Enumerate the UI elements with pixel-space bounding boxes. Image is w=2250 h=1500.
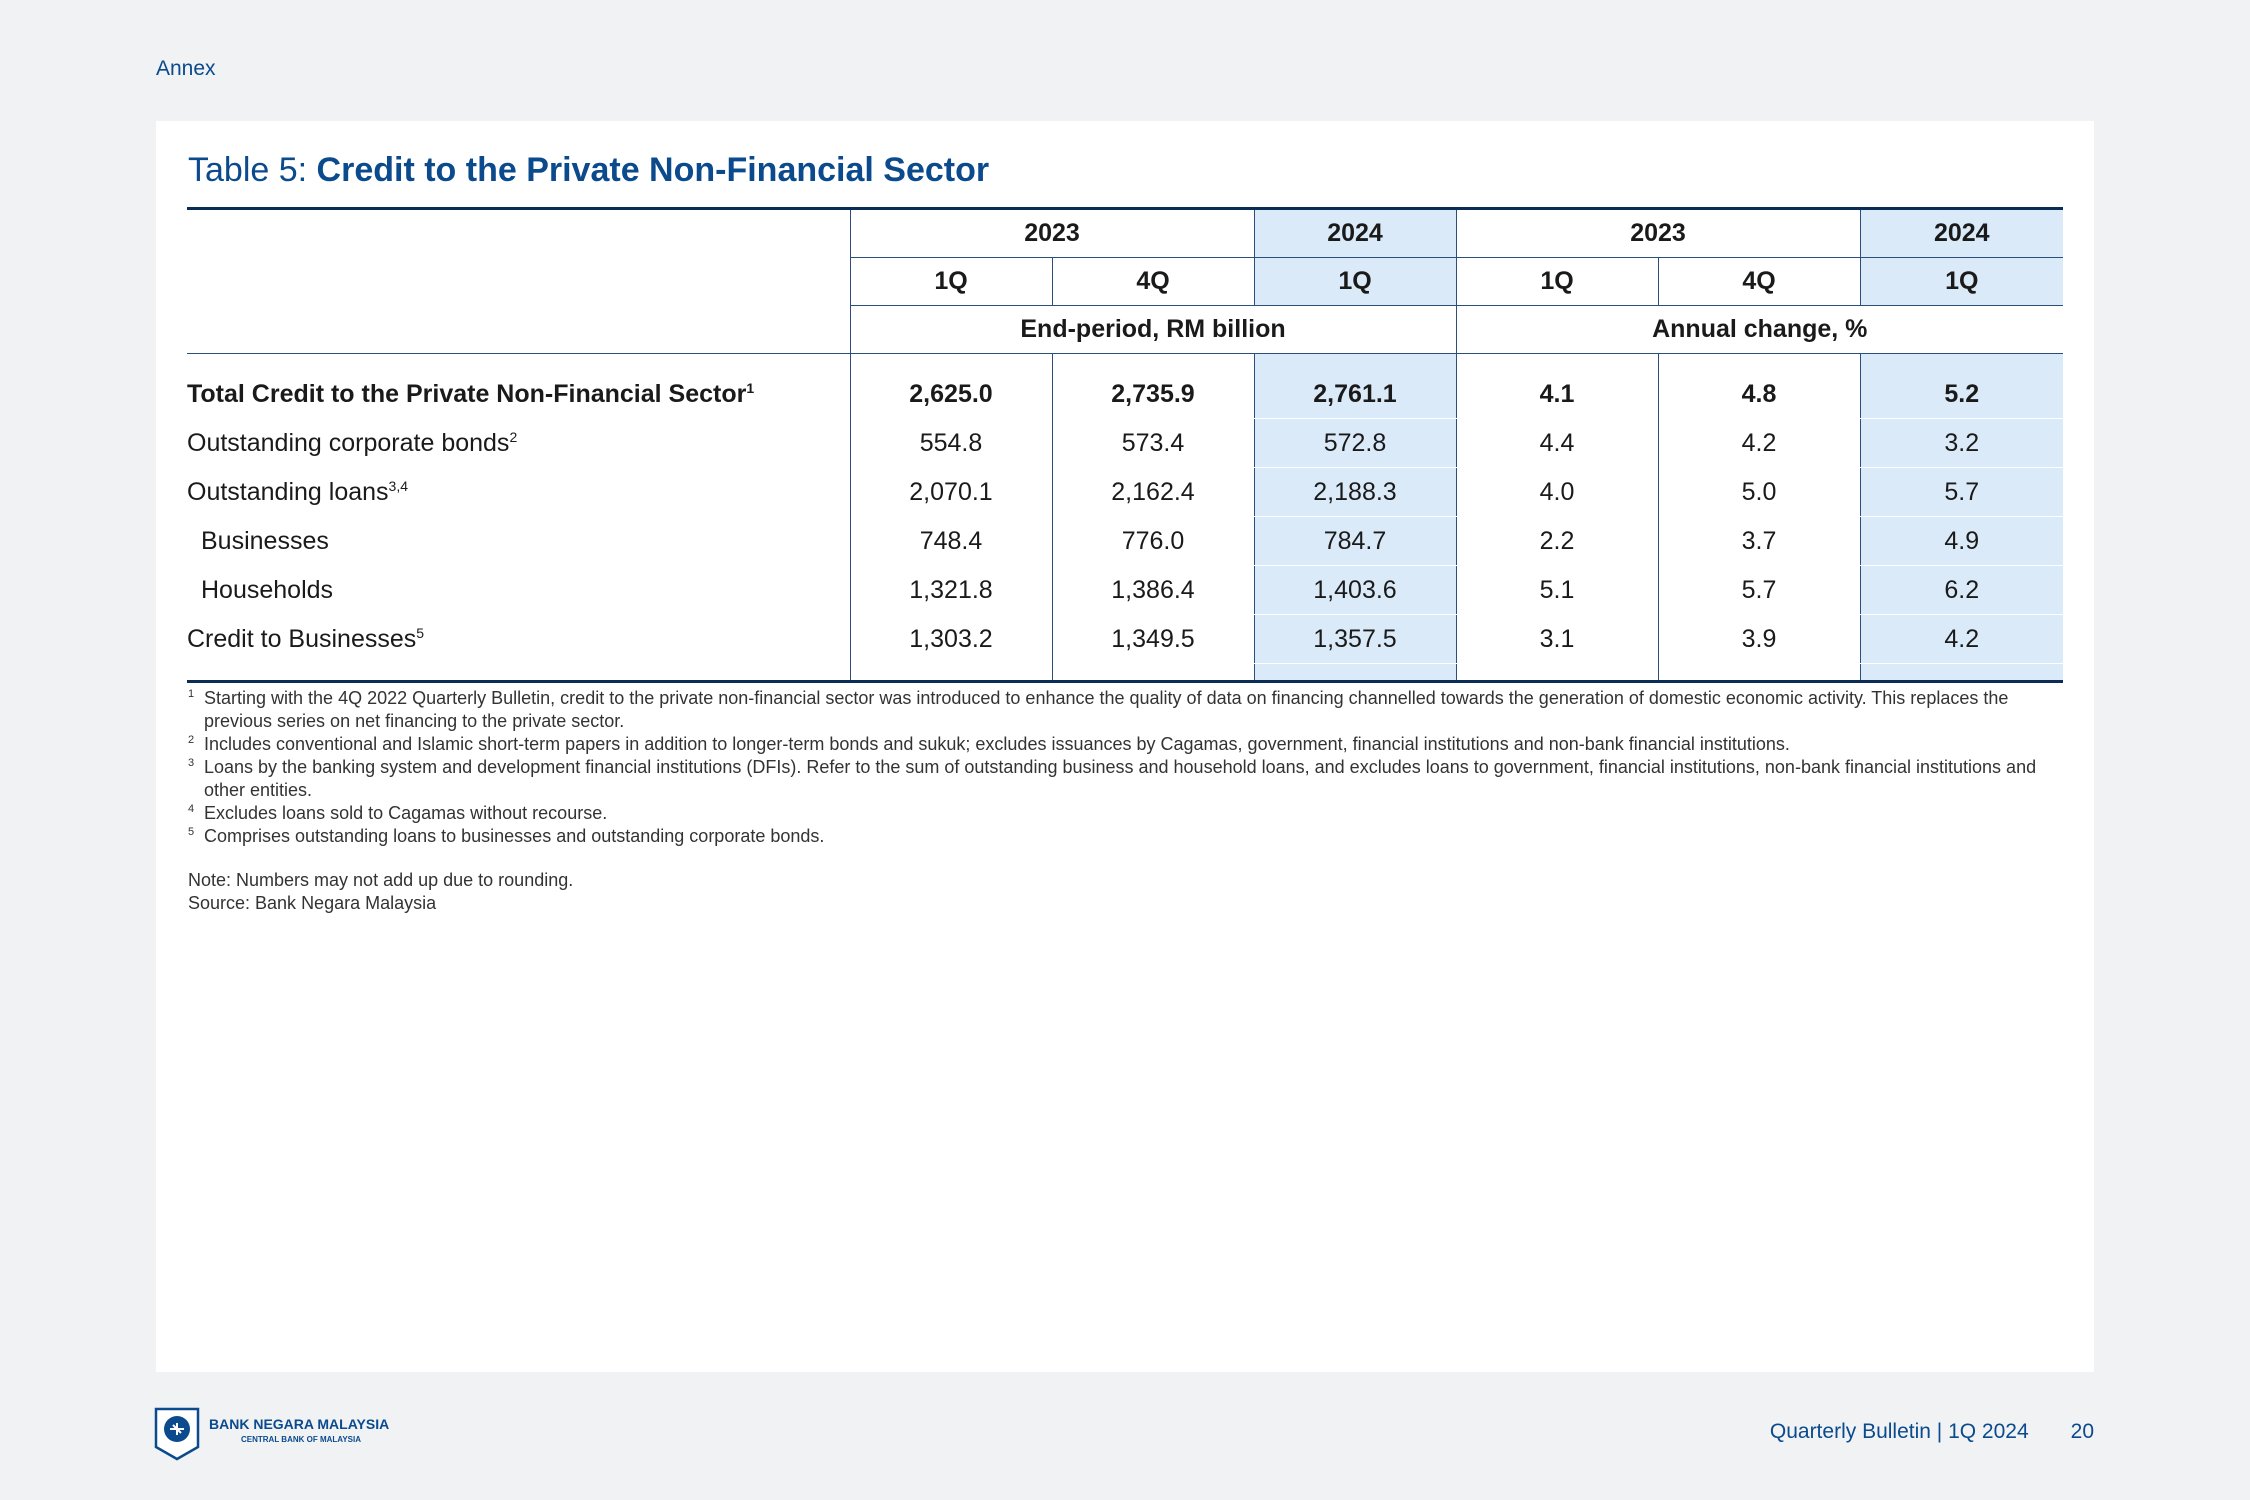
- table-row: Credit to Businesses5 1,303.2 1,349.5 1,…: [187, 614, 2063, 664]
- row-label: Households: [201, 575, 334, 604]
- table-row: Households 1,321.8 1,386.4 1,403.6 5.1 5…: [187, 565, 2063, 615]
- year-header: 2023: [849, 208, 1254, 258]
- cell: 4.1: [1455, 370, 1658, 419]
- stub-header: [187, 209, 850, 258]
- row-label: Outstanding loans3,4: [187, 477, 408, 506]
- footnote: 4 Excludes loans sold to Cagamas without …: [188, 803, 608, 823]
- year-header: 2023: [1455, 208, 1860, 258]
- cell: 4.2: [1657, 418, 1860, 468]
- page-footer: Quarterly Bulletin | 1Q 2024 20: [1770, 1420, 2094, 1444]
- cell: 3.9: [1657, 614, 1860, 664]
- quarter-header: 4Q: [1657, 257, 1860, 306]
- cell: 748.4: [849, 516, 1052, 566]
- cell: 1,349.5: [1051, 614, 1254, 664]
- cell: 554.8: [849, 418, 1052, 468]
- cell: 5.7: [1859, 467, 2063, 517]
- cell: 5.2: [1859, 370, 2063, 419]
- cell: 1,357.5: [1253, 614, 1456, 664]
- cell: 2,188.3: [1253, 467, 1456, 517]
- table-row: Outstanding corporate bonds2 554.8 573.4…: [187, 418, 2063, 468]
- year-header: 2024: [1859, 208, 2063, 258]
- row-label: Businesses: [201, 526, 329, 555]
- bnm-crest-icon: [154, 1407, 200, 1461]
- cell: 573.4: [1051, 418, 1254, 468]
- cell: 4.0: [1455, 467, 1658, 517]
- footnote: 5 Comprises outstanding loans to business…: [188, 826, 825, 846]
- row-label: Outstanding corporate bonds2: [187, 428, 518, 457]
- cell: 1,386.4: [1051, 565, 1254, 615]
- cell: 5.1: [1455, 565, 1658, 615]
- cell: 3.2: [1859, 418, 2063, 468]
- footnote: 1 Starting with the 4Q 2022 Quarterly Bul…: [188, 688, 2009, 731]
- cell: 3.7: [1657, 516, 1860, 566]
- cell: 2.2: [1455, 516, 1658, 566]
- logo-name: BANK NEGARA MALAYSIA: [209, 1416, 390, 1432]
- quarter-header: 1Q: [1253, 257, 1456, 306]
- cell: 2,735.9: [1051, 370, 1254, 419]
- quarter-header: 1Q: [1859, 257, 2063, 306]
- table-row: Businesses 748.4 776.0 784.7 2.2 3.7 4.9: [187, 516, 2063, 566]
- cell: 572.8: [1253, 418, 1456, 468]
- quarter-header: 4Q: [1051, 257, 1254, 306]
- quarter-header: 1Q: [1455, 257, 1658, 306]
- cell: 1,403.6: [1253, 565, 1456, 615]
- cell: 5.7: [1657, 565, 1860, 615]
- cell: 776.0: [1051, 516, 1254, 566]
- cell: 4.4: [1455, 418, 1658, 468]
- cell: 1,303.2: [849, 614, 1052, 664]
- page-number: 20: [2070, 1420, 2094, 1443]
- table-row: Outstanding loans3,4 2,070.1 2,162.4 2,1…: [187, 467, 2063, 517]
- table-row: Total Credit to the Private Non-Financia…: [187, 370, 2063, 419]
- cell: 4.2: [1859, 614, 2063, 664]
- cell: 2,761.1: [1253, 370, 1456, 419]
- unit-header: Annual change, %: [1455, 305, 2063, 354]
- cell: 784.7: [1253, 516, 1456, 566]
- cell: 4.9: [1859, 516, 2063, 566]
- table-panel: Table 5: Credit to the Private Non-Finan…: [156, 121, 2094, 1372]
- rounding-note: Note: Numbers may not add up due to roun…: [188, 870, 574, 890]
- source-note: Source: Bank Negara Malaysia: [188, 893, 437, 913]
- cell: 2,070.1: [849, 467, 1052, 517]
- year-header-row: 2023 2024 2023 2024: [187, 208, 2063, 258]
- footnote: 2 Includes conventional and Islamic short…: [188, 734, 1790, 754]
- table-title: Table 5: Credit to the Private Non-Finan…: [188, 151, 990, 189]
- publication-name: Quarterly Bulletin | 1Q 2024: [1769, 1420, 2029, 1443]
- cell: 5.0: [1657, 467, 1860, 517]
- row-label: Total Credit to the Private Non-Financia…: [187, 379, 755, 408]
- quarter-header: 1Q: [849, 257, 1052, 306]
- unit-header-row: End-period, RM billion Annual change, %: [187, 305, 2063, 354]
- section-label: Annex: [156, 57, 216, 80]
- quarter-header-row: 1Q 4Q 1Q 1Q 4Q 1Q: [187, 257, 2063, 306]
- cell: 2,625.0: [849, 370, 1052, 419]
- footnote: 3 Loans by the banking system and develop…: [188, 757, 2037, 800]
- cell: 3.1: [1455, 614, 1658, 664]
- footnotes: 1 Starting with the 4Q 2022 Quarterly Bul…: [188, 687, 2068, 915]
- unit-header: End-period, RM billion: [849, 305, 1456, 354]
- logo-subtitle: CENTRAL BANK OF MALAYSIA: [241, 1435, 362, 1444]
- cell: 2,162.4: [1051, 467, 1254, 517]
- year-header: 2024: [1253, 208, 1456, 258]
- cell: 6.2: [1859, 565, 2063, 615]
- note: Note: Numbers may not add up due to roun…: [188, 869, 2068, 915]
- row-label: Credit to Businesses5: [187, 624, 425, 653]
- cell: 1,321.8: [849, 565, 1052, 615]
- bnm-logo: BANK NEGARA MALAYSIA CENTRAL BANK OF MAL…: [154, 1407, 404, 1461]
- credit-table: 2023 2024 2023 2024 1Q 4Q 1Q 1Q 4Q 1Q En…: [187, 207, 2063, 683]
- cell: 4.8: [1657, 370, 1860, 419]
